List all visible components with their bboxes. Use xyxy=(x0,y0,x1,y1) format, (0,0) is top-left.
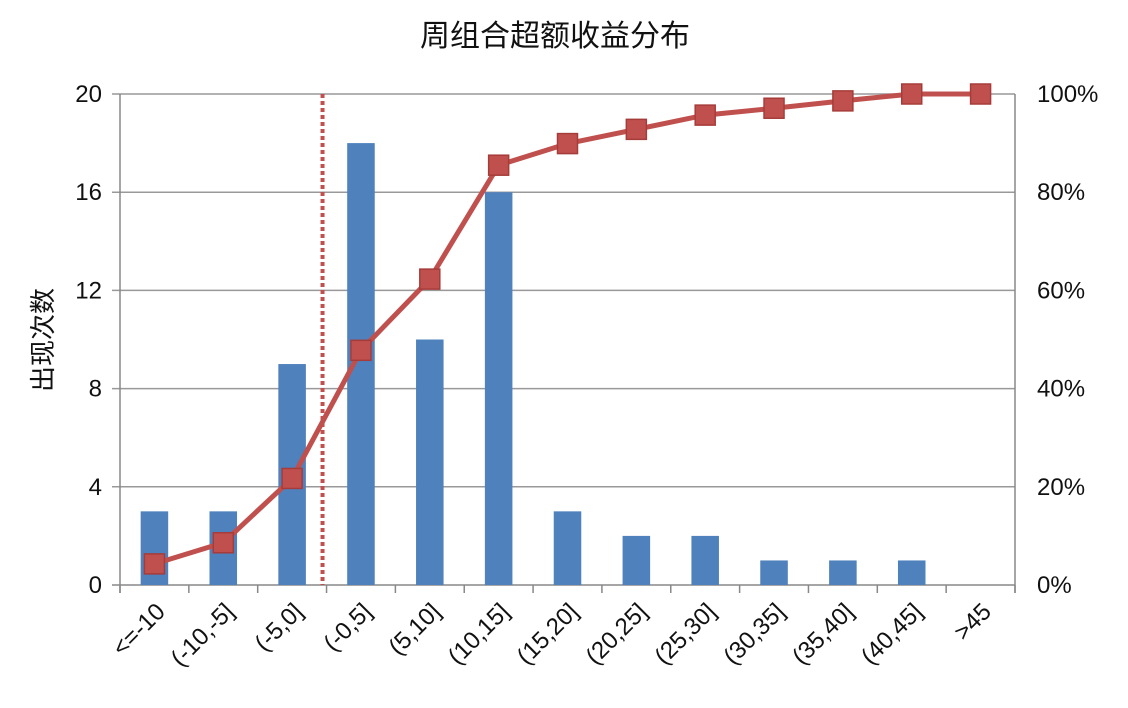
y-tick-label: 4 xyxy=(89,474,102,501)
left-y-tick-labels: 0 4 8 12 16 20 xyxy=(75,81,102,599)
y-tick-label: 8 xyxy=(89,376,102,403)
x-tick-labels: <=-10(-10,-5] (-5,0] (-0,5] (5,10](10,15](1… xyxy=(107,598,997,672)
cumulative-line-series xyxy=(143,83,992,575)
line-point xyxy=(832,90,854,112)
x-tick-label: (-5,0] xyxy=(250,598,309,657)
x-tick-label: <=-10 xyxy=(107,598,170,661)
line-point xyxy=(763,97,785,119)
x-tick-label: (-10,-5] xyxy=(166,598,240,672)
y2-tick-label: 20% xyxy=(1037,474,1085,501)
y2-tick-label: 0% xyxy=(1037,572,1072,599)
line-point xyxy=(143,553,166,575)
bar xyxy=(484,192,513,585)
line-point xyxy=(350,339,372,362)
y-axis-label: 出现次数 xyxy=(29,288,59,392)
bar xyxy=(416,339,444,585)
line-point xyxy=(556,132,579,155)
y-tick-label: 20 xyxy=(75,81,102,108)
y-tick-label: 16 xyxy=(75,179,102,206)
bar xyxy=(829,560,857,585)
line-point xyxy=(419,268,441,290)
x-tick-label: (20,25] xyxy=(581,598,653,670)
bar xyxy=(622,535,651,585)
bar xyxy=(553,511,582,585)
y-tick-label: 0 xyxy=(89,572,102,599)
x-tick-label: (10,15] xyxy=(443,598,515,670)
x-tick-label: >45 xyxy=(949,598,997,646)
y2-tick-label: 40% xyxy=(1037,376,1085,403)
line-point xyxy=(281,467,303,490)
x-tick-label: (35,40] xyxy=(787,598,859,670)
bar xyxy=(897,560,926,585)
x-tick-label: (30,35] xyxy=(718,598,790,670)
cumulative-line xyxy=(153,91,981,567)
bar-series xyxy=(140,143,926,585)
bar xyxy=(760,560,788,585)
y2-tick-label: 60% xyxy=(1037,277,1085,304)
y2-tick-label: 80% xyxy=(1037,179,1085,206)
y2-tick-label: 100% xyxy=(1037,81,1098,108)
bar xyxy=(691,535,719,585)
x-tick-label: (15,20] xyxy=(512,598,584,670)
gridlines xyxy=(112,93,1016,593)
y-tick-label: 12 xyxy=(75,277,102,304)
line-point xyxy=(625,118,648,141)
chart-title: 周组合超额收益分布 xyxy=(420,19,690,54)
line-point xyxy=(969,83,992,105)
x-tick-label: (40,45] xyxy=(856,598,928,670)
x-tick-label: (5,10] xyxy=(384,598,446,660)
x-tick-label: (-0,5] xyxy=(319,598,378,657)
line-point xyxy=(487,154,510,176)
line-point xyxy=(694,104,716,126)
line-point xyxy=(212,532,235,554)
x-tick-label: (25,30] xyxy=(650,598,722,670)
right-y-tick-labels: 0% 20% 40% 60% 80% 100% xyxy=(1037,81,1098,599)
line-point xyxy=(900,83,923,105)
